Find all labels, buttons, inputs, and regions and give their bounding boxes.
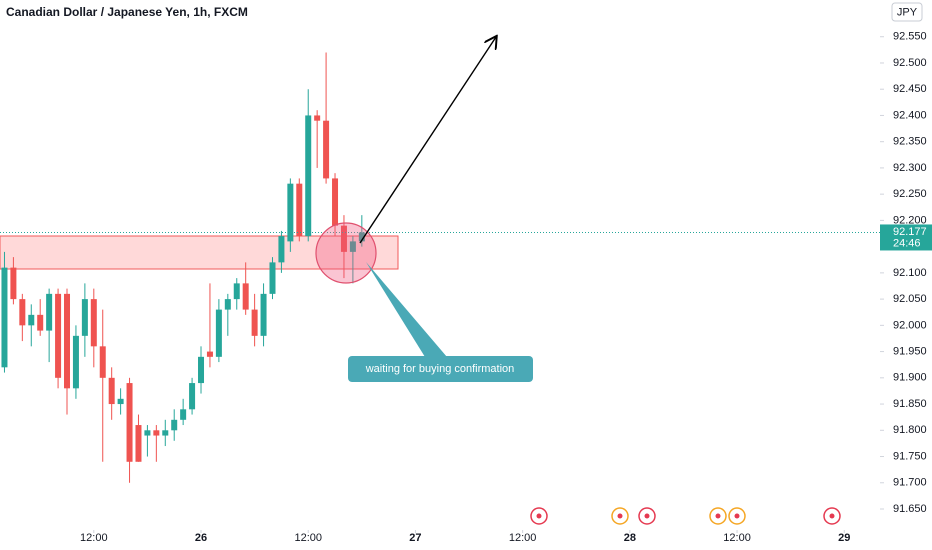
candle-body bbox=[206, 351, 213, 357]
countdown: 24:46 bbox=[893, 237, 921, 249]
candle-body bbox=[90, 299, 97, 347]
candle-body bbox=[242, 283, 249, 310]
y-tick-label: 92.350 bbox=[893, 136, 927, 148]
candle-body bbox=[28, 314, 35, 326]
y-tick-label: 92.400 bbox=[893, 109, 927, 121]
candle-body bbox=[340, 225, 347, 252]
candle-body bbox=[37, 314, 44, 331]
y-tick-label: 92.500 bbox=[893, 57, 927, 69]
last-price-box bbox=[880, 224, 932, 251]
y-tick-label: 92.250 bbox=[893, 188, 927, 200]
candles bbox=[0, 52, 880, 483]
x-tick-label: 12:00 bbox=[723, 532, 751, 544]
x-tick-label: 12:00 bbox=[509, 532, 537, 544]
candle-body bbox=[278, 236, 285, 263]
candle-body bbox=[323, 120, 330, 179]
event-dot bbox=[829, 513, 835, 519]
x-tick-label: 26 bbox=[195, 532, 207, 544]
candle-body bbox=[305, 115, 312, 237]
candle-body bbox=[269, 262, 276, 294]
candle-body bbox=[260, 293, 267, 336]
event-dot bbox=[617, 513, 623, 519]
y-tick-label: 92.000 bbox=[893, 319, 927, 331]
last-price-label: 92.177 bbox=[893, 226, 927, 238]
candle-body bbox=[10, 267, 17, 300]
candle-body bbox=[153, 430, 160, 436]
y-tick-label: 91.700 bbox=[893, 477, 927, 489]
candle-body bbox=[135, 425, 142, 462]
event-icons bbox=[530, 507, 841, 525]
callout-pointer bbox=[366, 262, 447, 357]
event-dot bbox=[734, 513, 740, 519]
candle-body bbox=[72, 335, 79, 389]
candle-body bbox=[144, 430, 151, 436]
candle-body bbox=[189, 383, 196, 410]
y-tick-label: 92.200 bbox=[893, 214, 927, 226]
candle-body bbox=[215, 309, 222, 357]
candle-body bbox=[46, 293, 53, 331]
candle-body bbox=[1, 267, 8, 368]
annotations: waiting for buying confirmation bbox=[315, 37, 533, 382]
currency-box bbox=[891, 2, 923, 22]
y-tick-label: 92.300 bbox=[893, 162, 927, 174]
event-dot bbox=[536, 513, 542, 519]
y-tick-label: 92.550 bbox=[893, 31, 927, 43]
x-tick-label: 12:00 bbox=[80, 532, 108, 544]
event-dot bbox=[715, 513, 721, 519]
candle-body bbox=[162, 430, 169, 436]
y-tick-label: 91.950 bbox=[893, 345, 927, 357]
candle-body bbox=[55, 293, 62, 378]
candle-body bbox=[224, 299, 231, 310]
candle-body bbox=[108, 377, 115, 405]
callout bbox=[348, 356, 533, 382]
candle-body bbox=[180, 409, 187, 420]
background-layer bbox=[0, 235, 399, 270]
candle-body bbox=[358, 232, 365, 242]
candle-body bbox=[314, 115, 321, 121]
arrow bbox=[359, 37, 496, 244]
x-tick-label: 29 bbox=[838, 532, 850, 544]
x-tick-label: 27 bbox=[409, 532, 421, 544]
x-tick-label: 28 bbox=[624, 532, 636, 544]
candle-body bbox=[99, 346, 106, 378]
currency: JPY bbox=[897, 6, 918, 18]
y-tick-label: 91.650 bbox=[893, 503, 927, 515]
y-tick-label: 92.100 bbox=[893, 267, 927, 279]
candle-body bbox=[287, 183, 294, 242]
zone bbox=[0, 235, 399, 270]
candle-body bbox=[296, 183, 303, 237]
candle-body bbox=[332, 178, 339, 226]
candle-body bbox=[251, 309, 258, 336]
candle-body bbox=[349, 241, 356, 252]
callout-text: waiting for buying confirmation bbox=[365, 363, 515, 375]
y-tick-label: 91.800 bbox=[893, 424, 927, 436]
candle-body bbox=[64, 293, 71, 389]
event-dots bbox=[536, 513, 835, 519]
candle-body bbox=[126, 383, 133, 462]
candle-body bbox=[198, 356, 205, 384]
y-tick-label: 92.450 bbox=[893, 83, 927, 95]
highlight-circle bbox=[315, 222, 377, 284]
candle-body bbox=[233, 283, 240, 300]
event-dot bbox=[644, 513, 650, 519]
candle-body bbox=[81, 299, 88, 336]
y-tick-label: 92.050 bbox=[893, 293, 927, 305]
y-tick-label: 91.850 bbox=[893, 398, 927, 410]
x-tick-label: 12:00 bbox=[294, 532, 322, 544]
candle-body bbox=[171, 419, 178, 431]
candle-body bbox=[117, 398, 124, 405]
y-tick-label: 91.750 bbox=[893, 450, 927, 462]
candle-body bbox=[19, 299, 26, 326]
chart-title: Canadian Dollar / Japanese Yen, 1h, FXCM bbox=[6, 5, 248, 19]
y-tick-label: 91.900 bbox=[893, 372, 927, 384]
